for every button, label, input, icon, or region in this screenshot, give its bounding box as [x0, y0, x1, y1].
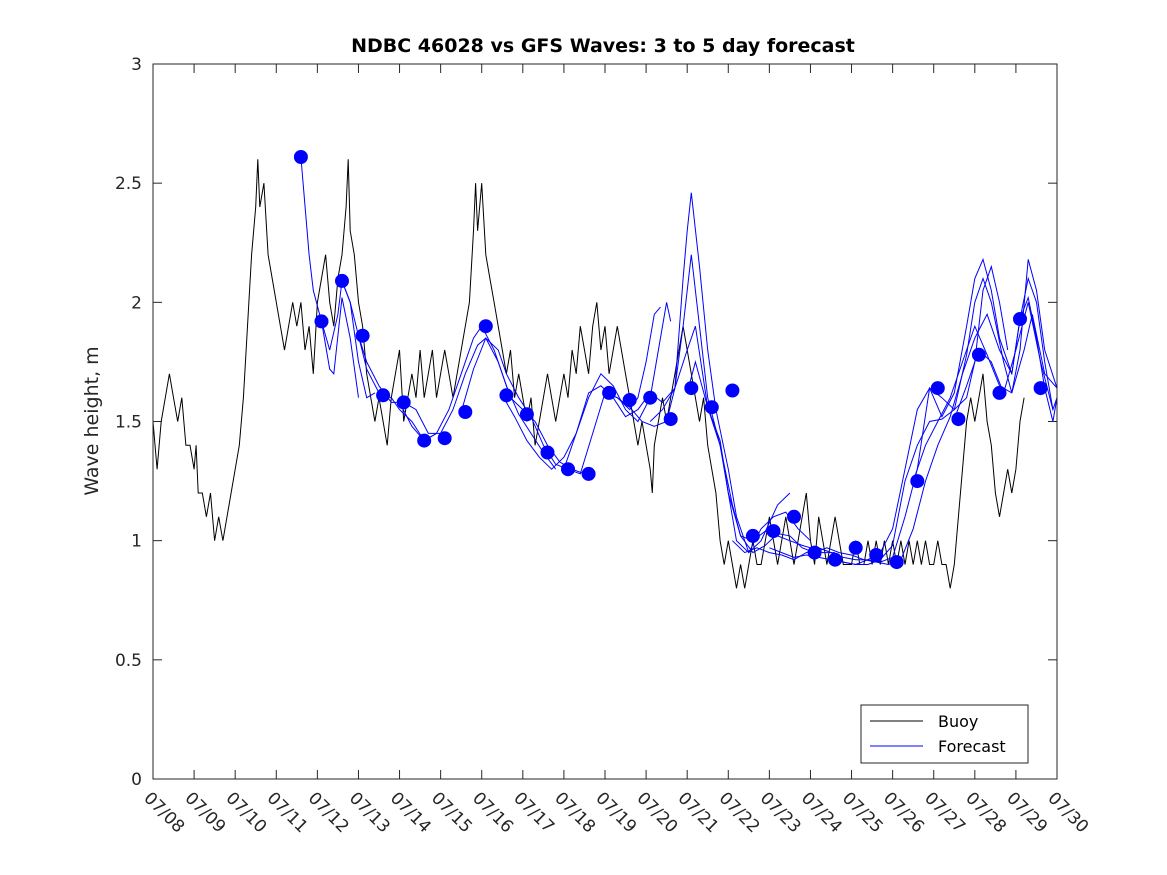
forecast-marker	[807, 545, 822, 560]
forecast-marker	[540, 445, 555, 460]
forecast-run-line	[300, 156, 359, 398]
y-tick-label: 2	[131, 293, 142, 313]
chart-title: NDBC 46028 vs GFS Waves: 3 to 5 day fore…	[351, 35, 855, 57]
y-axis-label: Wave height, m	[81, 346, 103, 495]
forecast-marker	[930, 381, 945, 396]
forecast-marker	[766, 524, 781, 539]
series-line-buoy	[153, 159, 1025, 589]
forecast-marker	[725, 383, 740, 398]
y-tick-label: 0.5	[115, 651, 142, 671]
forecast-marker	[910, 474, 925, 489]
forecast-run-line	[912, 314, 1057, 482]
forecast-run-line	[604, 254, 811, 554]
forecast-marker	[355, 328, 370, 343]
legend: Buoy Forecast	[860, 704, 1029, 764]
forecast-marker	[293, 150, 308, 164]
forecast-marker	[951, 412, 966, 427]
forecast-marker	[519, 407, 534, 422]
forecast-marker	[828, 552, 843, 567]
forecast-marker	[663, 412, 678, 427]
forecast-marker	[992, 385, 1007, 400]
forecast-run-line	[953, 302, 1057, 420]
forecast-marker	[602, 385, 617, 400]
forecast-marker	[1033, 381, 1048, 396]
forecast-marker	[376, 388, 391, 403]
forecast-marker	[869, 548, 884, 562]
forecast-marker	[622, 393, 637, 407]
forecast-marker	[704, 400, 719, 415]
y-tick-label: 2.5	[115, 174, 142, 194]
forecast-marker	[971, 347, 986, 362]
forecast-run-line	[358, 335, 585, 475]
forecast-marker	[478, 319, 493, 334]
plot-area	[152, 63, 1058, 780]
y-tick-label: 1.5	[115, 413, 142, 433]
forecast-run-line	[501, 302, 672, 470]
legend-box	[860, 704, 1029, 764]
forecast-marker	[561, 462, 575, 477]
y-tick-label: 0	[131, 770, 142, 790]
forecast-marker	[437, 431, 452, 446]
forecast-marker	[848, 540, 863, 555]
forecast-marker	[396, 395, 411, 410]
forecast-marker	[684, 381, 699, 396]
forecast-marker	[787, 509, 801, 524]
forecast-marker	[314, 314, 329, 329]
forecast-marker	[643, 390, 658, 405]
plot-series	[153, 150, 1057, 589]
y-axis: 0 0.5 1 1.5 2 2.5 3	[115, 55, 1057, 790]
axes-background	[153, 64, 1057, 779]
legend-label-buoy: Buoy	[938, 712, 978, 731]
forecast-marker	[417, 433, 432, 448]
legend-label-forecast: Forecast	[938, 737, 1006, 756]
forecast-marker	[499, 388, 514, 403]
forecast-marker	[335, 273, 349, 288]
forecast-marker	[889, 555, 904, 570]
forecast-marker	[1013, 312, 1027, 326]
forecast-marker	[458, 405, 473, 419]
y-tick-label: 1	[131, 532, 142, 552]
forecast-marker	[745, 528, 760, 543]
forecast-marker	[581, 466, 596, 481]
y-tick-label: 3	[131, 55, 142, 75]
